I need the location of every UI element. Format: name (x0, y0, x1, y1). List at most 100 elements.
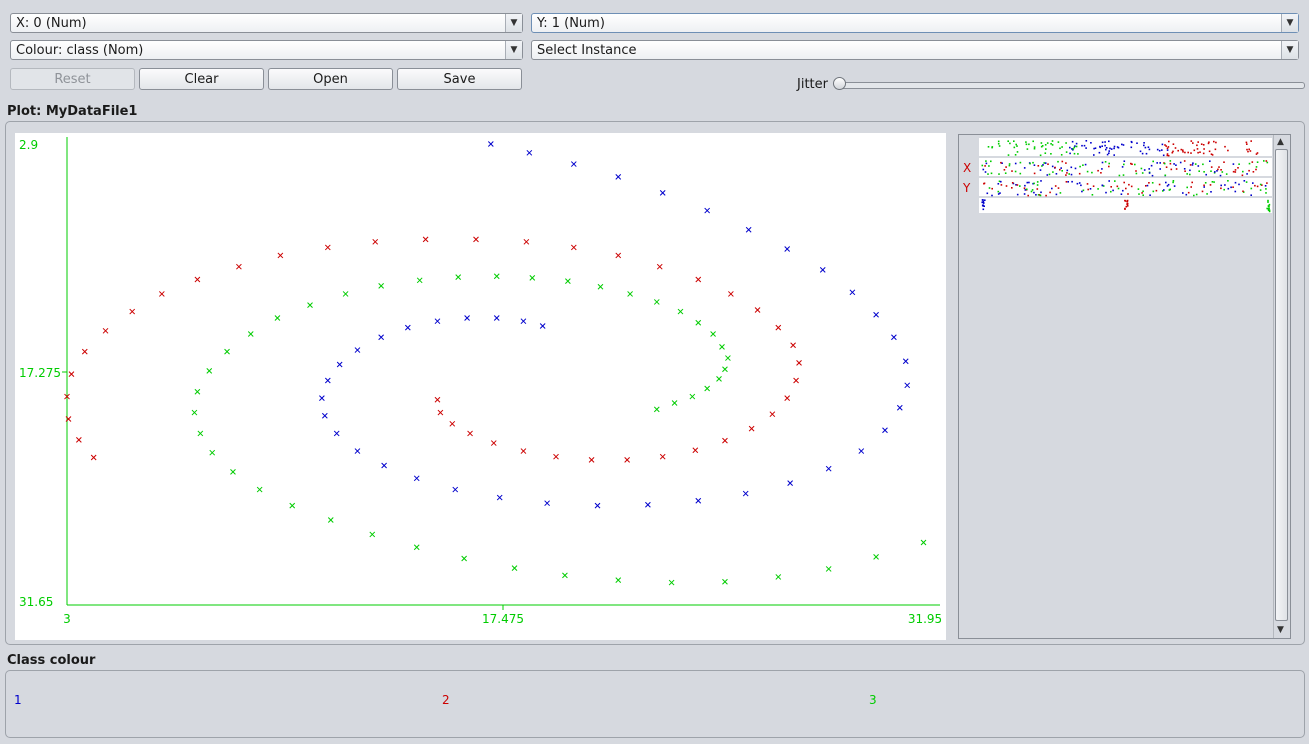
data-point-class-3[interactable] (710, 331, 716, 337)
data-point-class-3[interactable] (529, 275, 536, 281)
data-point-class-1[interactable] (858, 448, 865, 454)
data-point-class-2[interactable] (277, 252, 284, 259)
data-point-class-2[interactable] (520, 448, 527, 454)
data-point-class-2[interactable] (695, 276, 702, 283)
data-point-class-2[interactable] (784, 395, 791, 402)
data-point-class-2[interactable] (434, 396, 441, 403)
data-point-class-1[interactable] (896, 404, 903, 411)
data-point-class-3[interactable] (369, 531, 376, 538)
data-point-class-1[interactable] (904, 382, 911, 389)
data-point-class-2[interactable] (158, 291, 165, 297)
data-point-class-2[interactable] (659, 453, 666, 460)
data-point-class-1[interactable] (784, 246, 791, 252)
data-point-class-3[interactable] (289, 502, 296, 509)
data-point-class-3[interactable] (689, 393, 696, 400)
data-point-class-2[interactable] (422, 236, 429, 243)
data-point-class-1[interactable] (319, 395, 325, 402)
data-point-class-3[interactable] (615, 577, 622, 583)
data-point-class-3[interactable] (722, 366, 728, 373)
data-point-class-3[interactable] (825, 566, 832, 572)
data-point-class-1[interactable] (539, 323, 546, 329)
clear-button[interactable]: Clear (139, 68, 264, 90)
data-point-class-3[interactable] (597, 283, 604, 290)
data-point-class-2[interactable] (624, 457, 630, 463)
data-point-class-2[interactable] (692, 447, 699, 454)
data-point-class-2[interactable] (656, 263, 663, 270)
data-point-class-3[interactable] (209, 449, 216, 456)
data-point-class-1[interactable] (354, 347, 361, 353)
data-point-class-1[interactable] (413, 475, 420, 482)
data-point-class-2[interactable] (68, 371, 75, 377)
data-point-class-3[interactable] (627, 291, 633, 297)
jitter-slider-handle[interactable] (833, 77, 846, 90)
data-point-class-3[interactable] (653, 299, 660, 305)
data-point-class-3[interactable] (378, 283, 385, 289)
data-point-class-3[interactable] (416, 277, 423, 284)
data-point-class-1[interactable] (464, 315, 470, 321)
data-point-class-1[interactable] (324, 377, 331, 384)
data-point-class-2[interactable] (570, 244, 577, 251)
data-point-class-3[interactable] (565, 278, 571, 284)
data-point-class-1[interactable] (452, 486, 459, 493)
data-point-class-1[interactable] (873, 311, 879, 318)
data-point-class-3[interactable] (719, 343, 725, 350)
data-point-class-3[interactable] (247, 331, 254, 337)
data-point-class-3[interactable] (327, 517, 334, 523)
data-point-class-3[interactable] (920, 539, 927, 546)
data-point-class-1[interactable] (336, 361, 343, 368)
data-point-class-2[interactable] (615, 252, 622, 259)
class-label-3[interactable]: 3 (869, 693, 877, 707)
scatter-plot[interactable]: 2.9 17.275 31.65 3 17.475 31.95 (15, 133, 946, 640)
data-point-class-2[interactable] (728, 291, 734, 297)
data-point-class-1[interactable] (434, 318, 441, 325)
data-point-class-2[interactable] (64, 393, 70, 400)
matrix-scrollbar[interactable]: ▲ ▼ (1273, 135, 1290, 638)
data-point-class-2[interactable] (588, 457, 595, 463)
scrollbar-thumb[interactable] (1275, 149, 1288, 621)
data-point-class-3[interactable] (668, 579, 675, 586)
data-point-class-3[interactable] (191, 409, 198, 416)
data-point-class-2[interactable] (449, 420, 456, 427)
data-point-class-2[interactable] (102, 327, 109, 334)
data-point-class-3[interactable] (342, 291, 349, 297)
chevron-down-icon[interactable]: ▼ (505, 14, 522, 32)
data-point-class-1[interactable] (645, 501, 651, 508)
data-point-class-2[interactable] (722, 437, 728, 444)
data-point-class-1[interactable] (704, 207, 711, 214)
data-point-class-3[interactable] (493, 273, 500, 280)
data-point-class-2[interactable] (523, 238, 530, 245)
data-point-class-1[interactable] (570, 161, 577, 167)
data-point-class-1[interactable] (520, 318, 527, 325)
data-point-class-1[interactable] (544, 500, 550, 507)
data-point-class-3[interactable] (230, 469, 236, 475)
reset-button[interactable]: Reset (10, 68, 135, 90)
data-point-class-1[interactable] (787, 480, 794, 486)
data-point-class-1[interactable] (526, 149, 533, 156)
data-point-class-1[interactable] (891, 334, 897, 341)
data-point-class-3[interactable] (671, 400, 678, 406)
data-point-class-3[interactable] (274, 315, 281, 321)
scatter-plot-svg[interactable]: 2.9 17.275 31.65 3 17.475 31.95 (15, 133, 946, 640)
data-point-class-1[interactable] (354, 448, 361, 454)
chevron-down-icon[interactable]: ▼ (1281, 14, 1298, 32)
data-point-class-2[interactable] (236, 263, 242, 270)
scroll-down-icon[interactable]: ▼ (1277, 625, 1284, 635)
data-point-class-1[interactable] (404, 324, 411, 331)
data-point-class-1[interactable] (333, 430, 340, 437)
jitter-slider-track[interactable] (836, 82, 1305, 89)
data-point-class-3[interactable] (775, 574, 782, 580)
data-point-class-3[interactable] (653, 406, 660, 413)
class-label-2[interactable]: 2 (442, 693, 450, 707)
data-point-class-1[interactable] (487, 141, 494, 147)
data-point-class-2[interactable] (81, 348, 88, 355)
data-point-class-2[interactable] (473, 236, 479, 243)
data-point-class-3[interactable] (716, 376, 722, 382)
data-point-class-2[interactable] (324, 244, 331, 251)
data-point-class-2[interactable] (790, 342, 796, 349)
data-point-class-2[interactable] (490, 440, 497, 446)
data-point-class-1[interactable] (825, 465, 832, 472)
data-point-class-2[interactable] (194, 276, 201, 283)
data-point-class-2[interactable] (76, 436, 82, 443)
data-point-class-1[interactable] (594, 502, 601, 509)
data-point-class-2[interactable] (129, 308, 136, 315)
